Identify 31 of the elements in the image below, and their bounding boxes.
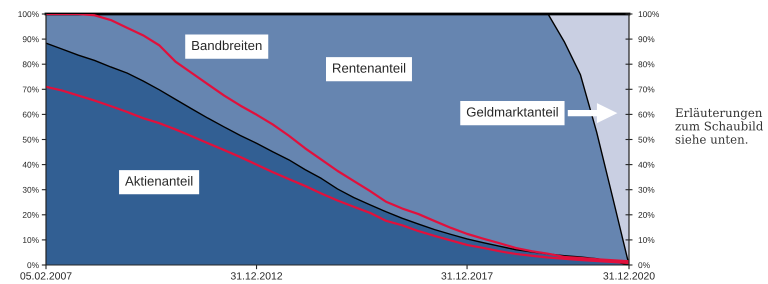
y2-tick-label: 0%	[638, 262, 650, 268]
y-tick-label: 40%	[22, 162, 39, 168]
x-tick-label: 05.02.2007	[20, 272, 72, 280]
x-tick-label: 31.12.2017	[441, 272, 493, 280]
y2-tick-label: 90%	[638, 36, 654, 42]
y-tick-label: 70%	[22, 86, 39, 92]
series-label: Aktienanteil	[125, 176, 192, 186]
y2-tick-label: 10%	[638, 237, 654, 243]
y-tick-label: 50%	[22, 136, 39, 143]
text: Geldmarktanteil	[466, 106, 558, 117]
y2-tick-label: 60%	[638, 112, 654, 118]
x-tick-label: 31.12.2020	[603, 272, 655, 280]
y-tick-label: 60%	[22, 112, 39, 118]
y2-tick-label: 100%	[638, 11, 660, 18]
text: Erläuterungen zum Schaubild siehe unten.	[675, 108, 764, 144]
y-tick-label: 20%	[22, 212, 39, 218]
y2-tick-label: 40%	[638, 162, 654, 168]
y2-tick-label: 30%	[638, 186, 654, 193]
y-tick-label: 0%	[27, 262, 39, 268]
y-tick-label: 90%	[22, 36, 39, 42]
y2-tick-label: 70%	[638, 86, 654, 92]
y2-tick-label: 50%	[638, 136, 654, 143]
series-label: Bandbreiten	[192, 40, 262, 50]
y2-tick-label: 80%	[638, 61, 654, 68]
y-tick-label: 80%	[22, 61, 39, 68]
y-tick-label: 30%	[22, 186, 39, 193]
y2-tick-label: 20%	[638, 212, 654, 218]
x-tick-label: 31.12.2012	[230, 272, 282, 280]
y-tick-label: 10%	[23, 237, 39, 243]
y-tick-label: 100%	[18, 11, 39, 18]
series-label: Rentenanteil	[333, 63, 406, 73]
